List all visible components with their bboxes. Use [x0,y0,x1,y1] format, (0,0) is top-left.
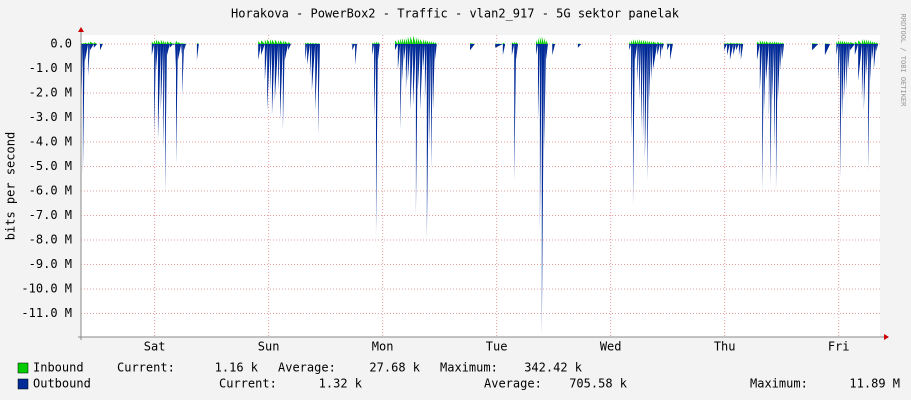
area [81,35,879,45]
y-tick-label: -4.0 M [29,135,72,149]
legend-stat-label: Average: [278,361,336,375]
y-tick-label: -11.0 M [21,306,72,320]
y-tick-label: -8.0 M [29,233,72,247]
x-tick-label: Thu [714,340,736,354]
y-tick-label: -1.0 M [29,61,72,75]
legend-stat-value: 705.58 k [569,377,628,391]
y-tick-label: -7.0 M [29,208,72,222]
legend-stat-value: 1.16 k [215,361,259,375]
plot-area [81,35,880,337]
y-tick-label: -10.0 M [21,281,72,295]
y-tick-label: -5.0 M [29,159,72,173]
legend-label: Outbound [33,377,91,391]
x-tick-label: Fri [828,340,850,354]
x-tick-label: Mon [372,340,394,354]
watermark: RRDTOOL / TOBI OETIKER [899,14,907,108]
y-tick-label: -3.0 M [29,110,72,124]
y-tick-label: -6.0 M [29,184,72,198]
legend-stat-label: Current: [219,377,277,391]
legend-stat-label: Maximum: [440,361,498,375]
legend-swatch [17,362,29,374]
legend-label: Inbound [33,361,84,375]
legend-stat-label: Average: [484,377,542,391]
x-tick-label: Tue [486,340,508,354]
legend-stat-value: 11.89 M [849,377,900,391]
chart-title: Horakova - PowerBox2 - Traffic - vlan2_9… [231,7,680,21]
y-tick-label: -2.0 M [29,86,72,100]
y-tick-label: 0.0 [50,37,72,51]
legend-stat-label: Maximum: [750,377,808,391]
x-axis-arrow [884,334,889,340]
y-axis-label: bits per second [4,132,18,240]
legend-stat-value: 27.68 k [369,361,420,375]
legend-swatch [17,378,29,390]
x-tick-label: Sat [144,340,166,354]
y-tick-label: -9.0 M [29,257,72,271]
y-axis-arrow [78,27,84,32]
x-tick-label: Wed [600,340,622,354]
legend-stat-label: Current: [117,361,175,375]
legend-stat-value: 342.42 k [524,361,583,375]
x-tick-label: Sun [258,340,280,354]
legend-stat-value: 1.32 k [319,377,363,391]
